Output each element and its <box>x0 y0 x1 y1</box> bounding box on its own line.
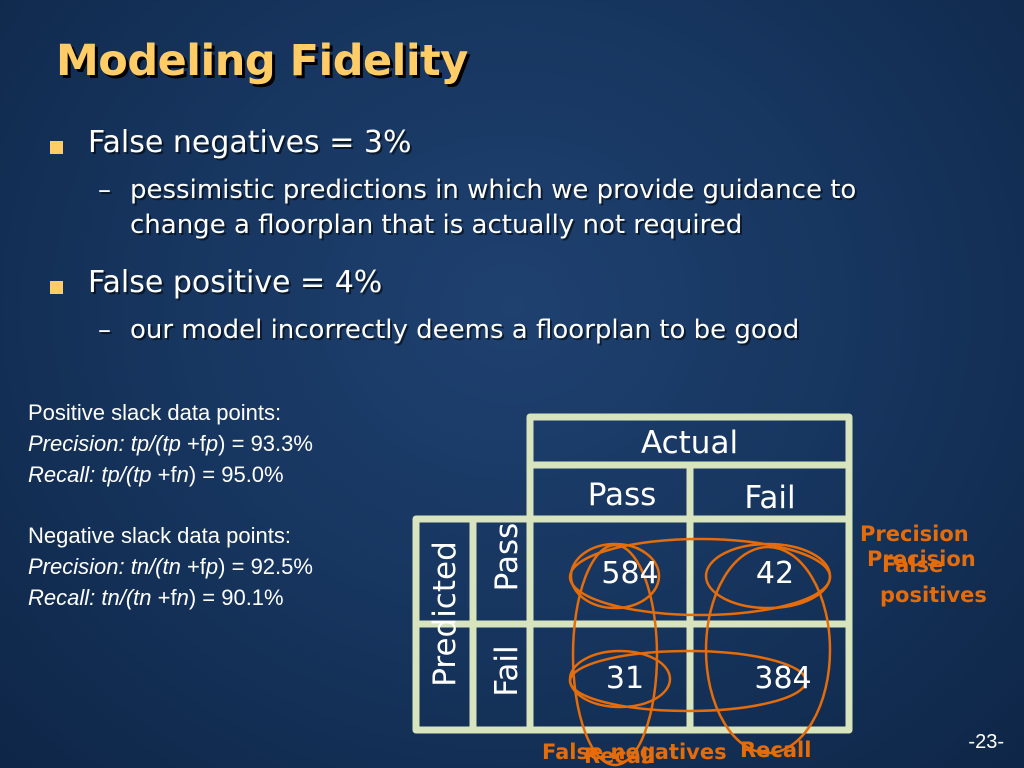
cell-true-positive: 584 <box>601 556 659 591</box>
negative-slack-block: Negative slack data points: Precision: t… <box>28 520 313 613</box>
sub-bullet-dash: – <box>98 315 111 345</box>
cell-false-negative: 31 <box>605 661 645 696</box>
negative-precision: Precision: tn/(tn +fp) = 92.5% <box>28 554 313 579</box>
false-negatives-label: False negatives <box>542 740 727 764</box>
page-number: -23- <box>968 731 1004 753</box>
bullet-marker <box>50 141 63 154</box>
sub-bullet-text: pessimistic predictions in which we prov… <box>130 175 857 205</box>
col-ellipse-right <box>704 545 832 755</box>
actual-pass-label: Pass <box>587 477 657 513</box>
recall-label-right: Recall <box>740 738 812 762</box>
actual-label: Actual <box>640 425 739 461</box>
orange-highlight-ellipses <box>568 537 832 767</box>
false-label-overlap: False <box>882 553 944 577</box>
sub-bullet-text-continued: change a floorplan that is actually not … <box>130 210 743 240</box>
recall-label-overlap: Recall <box>584 744 656 768</box>
bullet-false-positive: False positive = 4% <box>88 265 383 300</box>
predicted-label: Predicted <box>427 541 463 687</box>
positives-label: positives <box>880 583 987 607</box>
actual-fail-label: Fail <box>744 480 796 516</box>
precision-label-overlap: Precision <box>867 547 976 571</box>
predicted-fail-label: Fail <box>489 645 525 697</box>
positive-slack-block: Positive slack data points: Precision: t… <box>28 397 313 490</box>
positive-recall: Recall: tp/(tp +fn) = 95.0% <box>28 462 284 487</box>
cell-false-positive: 42 <box>755 556 795 591</box>
sub-bullet-text: our model incorrectly deems a floorplan … <box>130 315 800 345</box>
positive-heading: Positive slack data points: <box>28 400 282 425</box>
slide-title: Modeling Fidelity <box>56 36 468 86</box>
bullet-marker <box>50 281 63 294</box>
cell-ellipse-tp <box>569 542 661 610</box>
negative-recall: Recall: tn/(tn +fn) = 90.1% <box>28 585 284 610</box>
bullet-false-negatives: False negatives = 3% <box>88 125 412 160</box>
cell-ellipse-fp <box>704 542 832 610</box>
cell-ellipse-fn <box>568 649 672 709</box>
negative-heading: Negative slack data points: <box>28 523 291 548</box>
predicted-pass-label: Pass <box>489 522 525 592</box>
cell-true-negative: 384 <box>754 661 812 696</box>
positive-precision: Precision: tp/(tp +fp) = 93.3% <box>28 431 313 456</box>
precision-label-top: Precision <box>860 522 969 546</box>
sub-bullet-dash: – <box>98 175 111 205</box>
